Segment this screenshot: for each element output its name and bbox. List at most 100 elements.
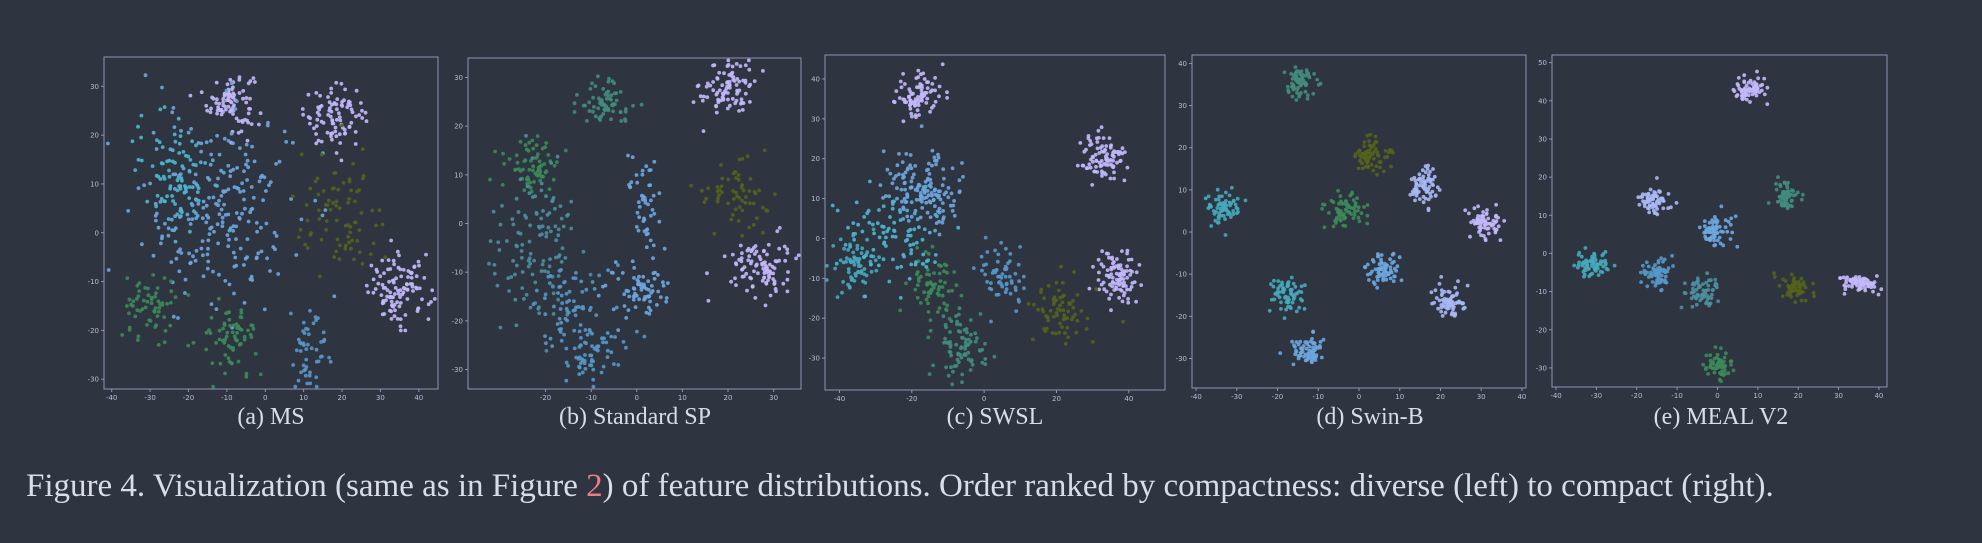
scatter-point: [251, 327, 256, 331]
scatter-point: [1465, 283, 1470, 288]
scatter-point: [524, 177, 529, 182]
scatter-point: [1422, 187, 1427, 192]
scatter-point: [537, 159, 542, 164]
scatter-point: [343, 243, 348, 248]
scatter-point: [754, 264, 758, 268]
scatter-point: [158, 107, 163, 112]
scatter-point: [193, 258, 198, 263]
scatter-point: [936, 152, 940, 157]
scatter-point: [1417, 183, 1422, 188]
scatter-point: [1720, 361, 1724, 365]
scatter-point: [354, 114, 358, 119]
scatter-point: [874, 268, 879, 273]
scatter-point: [178, 134, 183, 138]
scatter-point: [206, 238, 211, 243]
y-tick-label: 40: [1538, 97, 1547, 105]
scatter-point: [1728, 222, 1733, 227]
scatter-point: [527, 140, 532, 145]
scatter-point: [1440, 298, 1445, 302]
scatter-point: [227, 317, 232, 322]
scatter-point: [734, 176, 738, 180]
scatter-point: [1375, 153, 1380, 157]
scatter-point: [903, 200, 908, 205]
scatter-point: [1285, 84, 1290, 89]
scatter-point: [146, 286, 150, 291]
scatter-point: [154, 291, 158, 296]
scatter-point: [648, 238, 653, 243]
scatter-point: [131, 299, 136, 304]
scatter-point: [208, 331, 213, 336]
scatter-point: [1644, 260, 1649, 265]
scatter-point: [574, 355, 579, 360]
scatter-point: [571, 276, 576, 280]
scatter-point: [183, 291, 187, 295]
scatter-point: [1581, 260, 1586, 265]
scatter-point: [304, 347, 309, 351]
scatter-point: [326, 198, 331, 203]
scatter-point: [226, 310, 231, 315]
scatter-point: [647, 311, 652, 316]
scatter-point: [903, 100, 907, 104]
scatter-point: [398, 328, 403, 333]
scatter-point: [231, 224, 236, 229]
scatter-point: [1305, 96, 1310, 101]
scatter-point: [946, 195, 951, 200]
scatter-point: [856, 222, 860, 227]
scatter-point: [1663, 278, 1667, 283]
scatter-point: [1587, 274, 1592, 279]
scatter-point: [952, 213, 957, 218]
scatter-point: [500, 183, 505, 187]
scatter-point: [1360, 161, 1364, 166]
scatter-point: [320, 213, 325, 218]
scatter-point: [1312, 72, 1316, 76]
scatter-point: [502, 162, 506, 166]
scatter-point: [496, 240, 501, 245]
scatter-point: [1058, 321, 1062, 326]
scatter-point: [721, 97, 726, 102]
figure-reference-link[interactable]: 2: [586, 468, 603, 504]
scatter-point: [785, 289, 790, 294]
point-cluster-lavender: [300, 80, 369, 163]
scatter-point: [1314, 355, 1318, 359]
scatter-point: [1056, 307, 1060, 311]
scatter-point: [926, 167, 930, 172]
scatter-point: [139, 135, 143, 140]
scatter-point: [261, 198, 265, 203]
scatter-point: [389, 299, 394, 304]
scatter-point: [380, 282, 385, 287]
scatter-point: [1421, 174, 1426, 179]
scatter-point: [1755, 86, 1760, 91]
scatter-point: [906, 166, 910, 171]
scatter-point: [414, 285, 418, 290]
scatter-point: [148, 181, 152, 186]
scatter-point: [398, 317, 403, 321]
scatter-point: [583, 103, 587, 108]
scatter-point: [601, 87, 606, 91]
scatter-point: [1091, 155, 1095, 160]
scatter-point: [544, 169, 549, 173]
scatter-point: [922, 191, 927, 195]
scatter-plot-meal-v2: -40 -30 -20 -10 0 10 20 30 40-30-20-100102030405…: [1536, 54, 1888, 400]
scatter-point: [891, 257, 895, 262]
scatter-point: [345, 105, 350, 110]
scatter-point: [1319, 355, 1324, 360]
scatter-point: [234, 211, 239, 215]
scatter-point: [583, 340, 587, 345]
scatter-point: [1799, 282, 1803, 287]
scatter-point: [756, 271, 760, 276]
scatter-point: [774, 259, 779, 264]
scatter-point: [983, 357, 988, 361]
scatter-point: [388, 290, 393, 295]
scatter-point: [204, 347, 209, 352]
scatter-point: [515, 160, 520, 165]
scatter-point: [1722, 355, 1727, 360]
scatter-point: [332, 101, 337, 106]
scatter-point: [304, 203, 309, 207]
scatter-point: [1641, 263, 1645, 268]
scatter-point: [346, 223, 350, 228]
scatter-point: [748, 177, 753, 181]
scatter-point: [1660, 273, 1664, 278]
scatter-point: [1126, 297, 1130, 301]
scatter-point: [1572, 263, 1577, 268]
scatter-point: [156, 225, 161, 230]
